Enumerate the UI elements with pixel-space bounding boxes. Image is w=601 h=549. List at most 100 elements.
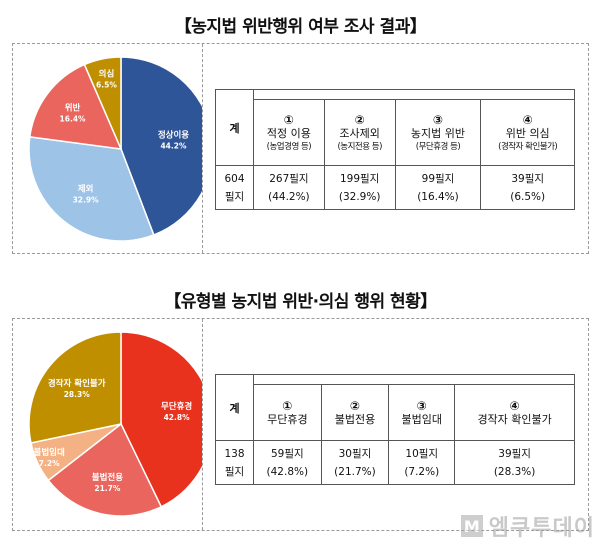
parcel-count: 39필지: [511, 172, 545, 185]
column-header: ② 조사제외 (농지전용 등): [323, 99, 396, 166]
column-label: 불법임대: [401, 412, 442, 426]
column-header: ③ 불법임대: [388, 384, 456, 441]
column-label: 농지법 위반: [410, 126, 466, 140]
parcel-percent: (32.9%): [338, 190, 381, 203]
watermark-logo-icon: M: [460, 515, 483, 537]
pie-slice: [28, 331, 122, 444]
value-cell: 30필지 (21.7%): [320, 440, 390, 485]
watermark: M 엠쿠투데이: [460, 513, 595, 541]
total-value: 604: [224, 172, 245, 185]
column-number: ①: [283, 112, 294, 127]
column-header: ④ 경작자 확인불가: [454, 384, 575, 441]
slice-value-label: 21.7%: [94, 484, 121, 493]
survey-result-panel: 정상이용 44.2% 제외 32.9% 위반 16.4% 의심 6.5% 계 ① 적정 이용 (농…: [12, 43, 589, 254]
slice-label: 위반: [65, 102, 81, 113]
parcel-count: 39필지: [498, 447, 531, 460]
parcel-percent: (28.3%): [493, 465, 536, 478]
violation-types-panel: 무단휴경 42.8% 불법전용 21.7% 불법임대 7.2% 경작자 확인불가 28.3% …: [12, 318, 589, 531]
value-cell: 99필지 (16.4%): [394, 165, 482, 210]
column-header: ① 무단휴경: [253, 384, 322, 441]
parcel-count: 59필지: [270, 447, 304, 460]
parcel-count: 267필지: [269, 172, 309, 185]
pie-slice: [28, 63, 123, 150]
parcel-count: 199필지: [339, 172, 380, 185]
value-cell: 267필지 (44.2%): [253, 165, 325, 210]
total-header-cell: 계: [215, 89, 254, 166]
slice-label: 정상이용: [158, 129, 189, 140]
panel-divider: [202, 319, 203, 530]
total-value: 138: [224, 447, 245, 460]
column-sublabel: (농지전용 등): [337, 141, 382, 152]
column-label: 무단휴경: [267, 412, 308, 426]
total-unit: 필지: [224, 190, 245, 203]
slice-label: 불법임대: [34, 447, 65, 458]
slice-label: 불법전용: [92, 472, 123, 483]
value-cell: 59필지 (42.8%): [253, 440, 322, 485]
value-cell: 10필지 (7.2%): [388, 440, 456, 485]
watermark-text: 엠쿠투데이: [488, 516, 595, 541]
slice-label: 제외: [78, 184, 94, 195]
column-label: 경작자 확인불가: [477, 412, 552, 426]
column-sublabel: (경작자 확인불가): [498, 141, 558, 152]
panel-divider: [202, 44, 203, 253]
column-label: 위반 의심: [505, 126, 550, 140]
slice-value-label: 44.2%: [160, 141, 187, 150]
parcel-count: 30필지: [338, 447, 372, 460]
parcel-percent: (44.2%): [268, 190, 310, 203]
slice-value-label: 28.3%: [64, 390, 91, 399]
total-value-cell: 138 필지: [215, 440, 254, 485]
column-header: ① 적정 이용 (농업경영 등): [253, 99, 325, 166]
column-label: 불법전용: [334, 412, 376, 426]
slice-label: 무단휴경: [161, 401, 192, 412]
pie-slice: [120, 56, 202, 236]
parcel-count: 99필지: [421, 172, 455, 185]
total-header: 계: [229, 121, 240, 135]
slice-value-label: 6.5%: [96, 81, 117, 90]
slice-value-label: 32.9%: [73, 196, 100, 205]
column-number: ④: [522, 112, 533, 127]
pie-slice: [28, 136, 155, 242]
parcel-percent: (6.5%): [510, 190, 546, 203]
parcel-percent: (7.2%): [404, 465, 440, 478]
column-sublabel: (무단휴경 등): [415, 141, 461, 152]
value-cell: 39필지 (28.3%): [454, 440, 575, 485]
column-header: ③ 농지법 위반 (무단휴경 등): [394, 99, 482, 166]
value-cell: 199필지 (32.9%): [323, 165, 396, 210]
header-spacer: [253, 374, 575, 385]
column-sublabel: (농업경영 등): [266, 141, 312, 152]
violation-types-table: 계 ① 무단휴경 ② 불법전용 ③ 불법임대 ④ 경작자 확인불가 138 필지 59필지…: [215, 374, 575, 485]
column-label: 조사제외: [339, 126, 380, 140]
column-number: ②: [349, 398, 361, 413]
column-number: ③: [432, 112, 444, 127]
total-value-cell: 604 필지: [215, 165, 254, 210]
slice-label: 경작자 확인불가: [48, 378, 106, 389]
column-header: ④ 위반 의심 (경작자 확인불가): [480, 99, 575, 166]
total-header-cell: 계: [215, 374, 254, 441]
slice-label: 의심: [99, 69, 115, 80]
header-spacer: [253, 89, 575, 100]
parcel-percent: (42.8%): [266, 465, 309, 478]
column-number: ①: [282, 398, 293, 413]
pie-slice: [120, 331, 202, 508]
parcel-percent: (21.7%): [334, 465, 376, 478]
parcel-percent: (16.4%): [417, 190, 459, 203]
section-title-violation-types: 【유형별 농지법 위반·의심 행위 현황】: [164, 292, 437, 312]
value-cell: 39필지 (6.5%): [480, 165, 575, 210]
total-header: 계: [229, 401, 240, 415]
column-header: ② 불법전용: [320, 384, 390, 441]
slice-value-label: 16.4%: [60, 114, 87, 123]
section-title-survey-result: 【농지법 위반행위 여부 조사 결과】: [174, 17, 427, 37]
pie-slice: [47, 422, 163, 517]
column-number: ④: [509, 398, 520, 413]
slice-value-label: 42.8%: [164, 413, 191, 422]
slice-value-label: 7.2%: [39, 459, 60, 468]
parcel-count: 10필지: [405, 447, 439, 460]
column-label: 적정 이용: [266, 126, 311, 140]
column-number: ③: [416, 398, 427, 413]
column-number: ②: [354, 112, 365, 127]
survey-result-table: 계 ① 적정 이용 (농업경영 등) ② 조사제외 (농지전용 등) ③ 농지법 위반 (무…: [215, 89, 575, 210]
total-unit: 필지: [224, 465, 245, 478]
pie-slice: [83, 56, 122, 150]
